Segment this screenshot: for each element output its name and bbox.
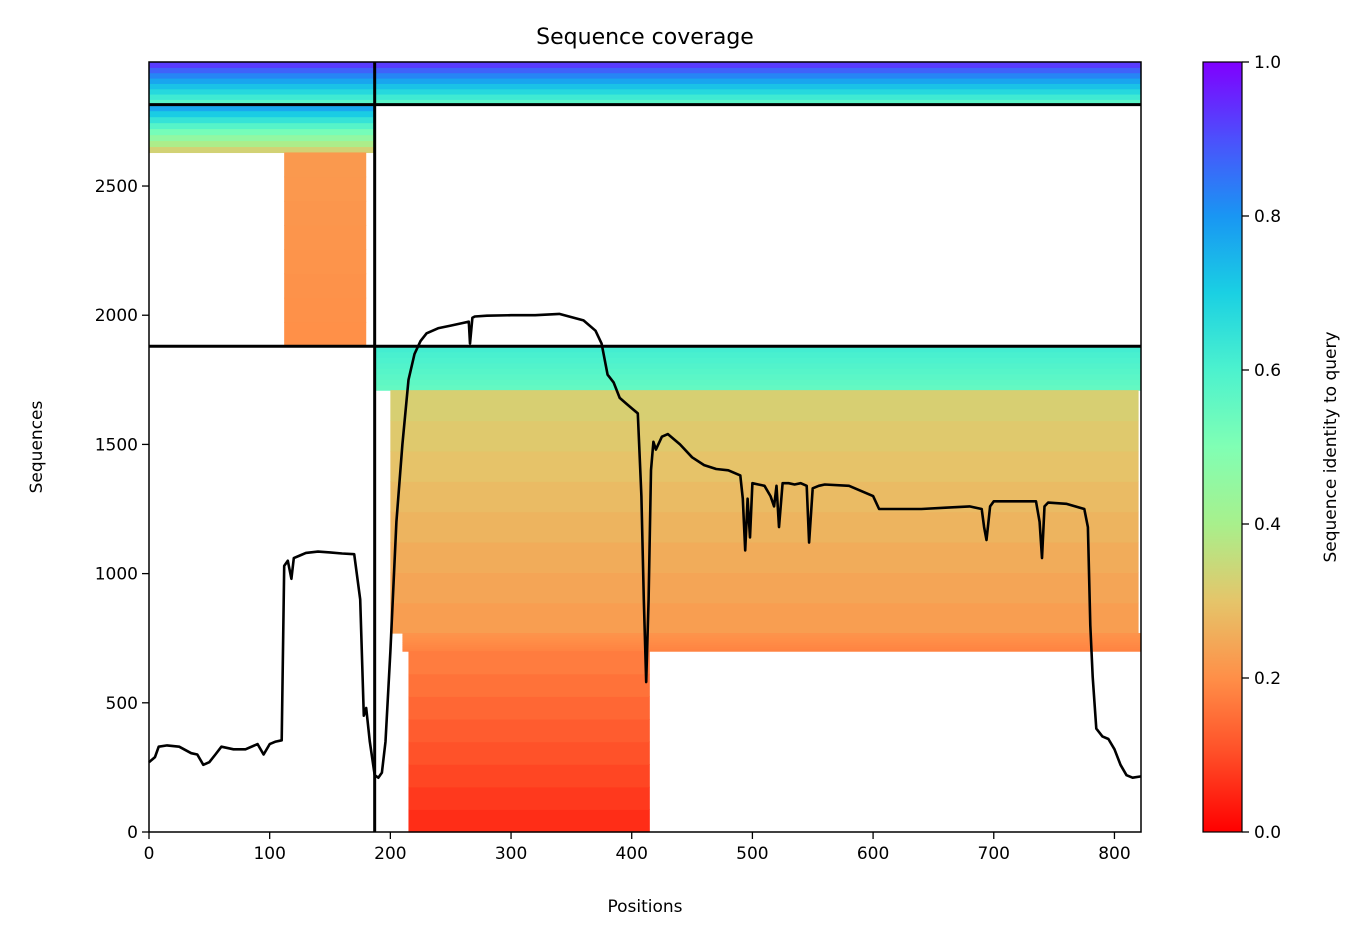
y-tick-label: 1500 xyxy=(95,435,138,455)
heatmap-band-chain-A-only-1 xyxy=(284,176,367,202)
heatmap-band-chain-B-only-0 xyxy=(374,384,1142,391)
heatmap-band-chain-B-only-3 xyxy=(408,764,650,788)
heatmap-band-chain-A-only-1 xyxy=(284,152,367,178)
heatmap-band-chain-B-only-2 xyxy=(402,637,1141,641)
heatmap-band-chain-B-only-3 xyxy=(408,809,650,833)
heatmap-band-chain-B-only-3 xyxy=(408,696,650,720)
heatmap-band-chain-B-only-2 xyxy=(402,644,1141,648)
heatmap-band-paired-0 xyxy=(149,93,1141,100)
heatmap-band-chain-B-only-0 xyxy=(374,362,1142,369)
heatmap-band-chain-B-only-1 xyxy=(390,602,1139,634)
x-tick-label: 400 xyxy=(615,844,647,864)
chart-title: Sequence coverage xyxy=(536,25,754,50)
colorbar-label: Sequence identity to query xyxy=(1321,331,1341,562)
colorbar-tick-label: 0.6 xyxy=(1254,361,1281,381)
y-tick-label: 2000 xyxy=(95,306,138,326)
y-axis-label: Sequences xyxy=(27,401,47,494)
y-tick-label: 0 xyxy=(127,823,138,843)
colorbar-tick-label: 1.0 xyxy=(1254,53,1281,73)
x-tick-label: 300 xyxy=(495,844,527,864)
heatmap-band-chain-B-only-2 xyxy=(402,646,1141,650)
heatmap-band-paired-0 xyxy=(149,72,1141,79)
x-tick-label: 600 xyxy=(857,844,889,864)
colorbar-ticks: 0.0 0.2 0.4 0.6 0.8 1.0 xyxy=(1242,53,1281,843)
heatmap-band-chain-A-only-0 xyxy=(149,140,375,148)
heatmap-band-chain-A-only-0 xyxy=(149,134,375,142)
heatmap-band-chain-B-only-0 xyxy=(374,346,1142,353)
heatmap-band-chain-B-only-0 xyxy=(374,351,1142,358)
heatmap-band-chain-B-only-3 xyxy=(408,673,650,697)
y-tick-label: 500 xyxy=(106,694,138,714)
colorbar xyxy=(1202,61,1243,833)
heatmap-band-chain-A-only-0 xyxy=(149,110,375,118)
heatmap-band-chain-A-only-1 xyxy=(284,249,367,275)
heatmap-band-chain-B-only-0 xyxy=(374,379,1142,386)
heatmap-band-chain-B-only-3 xyxy=(408,651,650,675)
heatmap-band-chain-A-only-0 xyxy=(149,128,375,136)
heatmap-band-chain-B-only-2 xyxy=(402,635,1141,639)
heatmap-band-chain-B-only-1 xyxy=(390,572,1139,604)
heatmap-band-paired-0 xyxy=(149,62,1141,68)
heatmap-band-chain-B-only-1 xyxy=(390,420,1139,452)
colorbar-tick-label: 0.8 xyxy=(1254,207,1281,227)
y-tick-label: 2500 xyxy=(95,177,138,197)
heatmap-band-chain-B-only-1 xyxy=(390,450,1139,482)
colorbar-tick-label: 0.4 xyxy=(1254,515,1281,535)
heatmap-band-chain-B-only-0 xyxy=(374,368,1142,375)
heatmap-band-chain-B-only-2 xyxy=(402,633,1141,636)
heatmap-band-chain-A-only-1 xyxy=(284,225,367,250)
heatmap-band-chain-B-only-2 xyxy=(402,648,1141,652)
heatmap-band-chain-B-only-3 xyxy=(408,741,650,765)
x-tick-label: 200 xyxy=(374,844,406,864)
x-tick-label: 800 xyxy=(1098,844,1130,864)
x-tick-label: 700 xyxy=(978,844,1010,864)
plot-frame xyxy=(148,61,1142,833)
x-axis-label: Positions xyxy=(607,897,682,917)
heatmap-band-chain-A-only-0 xyxy=(149,104,375,112)
heatmap-band-chain-A-only-0 xyxy=(149,116,375,124)
heatmap-band-chain-A-only-0 xyxy=(149,146,375,154)
heatmap-band-chain-B-only-1 xyxy=(390,390,1139,422)
heatmap-band-chain-A-only-0 xyxy=(149,122,375,130)
colorbar-tick-label: 0.0 xyxy=(1254,823,1281,843)
coverage-line xyxy=(148,312,1142,780)
heatmap-band-paired-0 xyxy=(149,67,1141,74)
heatmap-band-paired-0 xyxy=(149,77,1141,84)
x-tick-label: 0 xyxy=(144,844,155,864)
heatmap-band-chain-A-only-1 xyxy=(284,322,367,347)
heatmap-band-chain-B-only-2 xyxy=(402,642,1141,645)
heatmap-band-chain-B-only-2 xyxy=(402,639,1141,643)
colorbar-tick-label: 0.2 xyxy=(1254,669,1281,689)
heatmap-band-chain-B-only-1 xyxy=(390,511,1139,543)
x-axis: 0 100 200 300 400 500 600 700 800 xyxy=(144,832,1131,864)
x-tick-label: 100 xyxy=(253,844,285,864)
plot-area xyxy=(148,62,1142,833)
y-tick-label: 1000 xyxy=(95,565,138,585)
y-axis: 0 500 1000 1500 2000 2500 xyxy=(95,177,149,843)
heatmap-band-chain-A-only-1 xyxy=(284,297,367,323)
heatmap-band-chain-A-only-1 xyxy=(284,200,367,226)
heatmap-band-paired-0 xyxy=(149,99,1141,106)
heatmap-band-chain-B-only-0 xyxy=(374,357,1142,364)
heatmap-band-chain-B-only-0 xyxy=(374,373,1142,380)
heatmap-band-paired-0 xyxy=(149,83,1141,90)
heatmap-band-chain-B-only-1 xyxy=(390,541,1139,573)
x-tick-label: 500 xyxy=(736,844,768,864)
heatmap-band-chain-B-only-3 xyxy=(408,718,650,743)
heatmap-band-chain-A-only-1 xyxy=(284,273,367,299)
heatmap-band-paired-0 xyxy=(149,88,1141,95)
heatmap-band-chain-B-only-3 xyxy=(408,786,650,810)
